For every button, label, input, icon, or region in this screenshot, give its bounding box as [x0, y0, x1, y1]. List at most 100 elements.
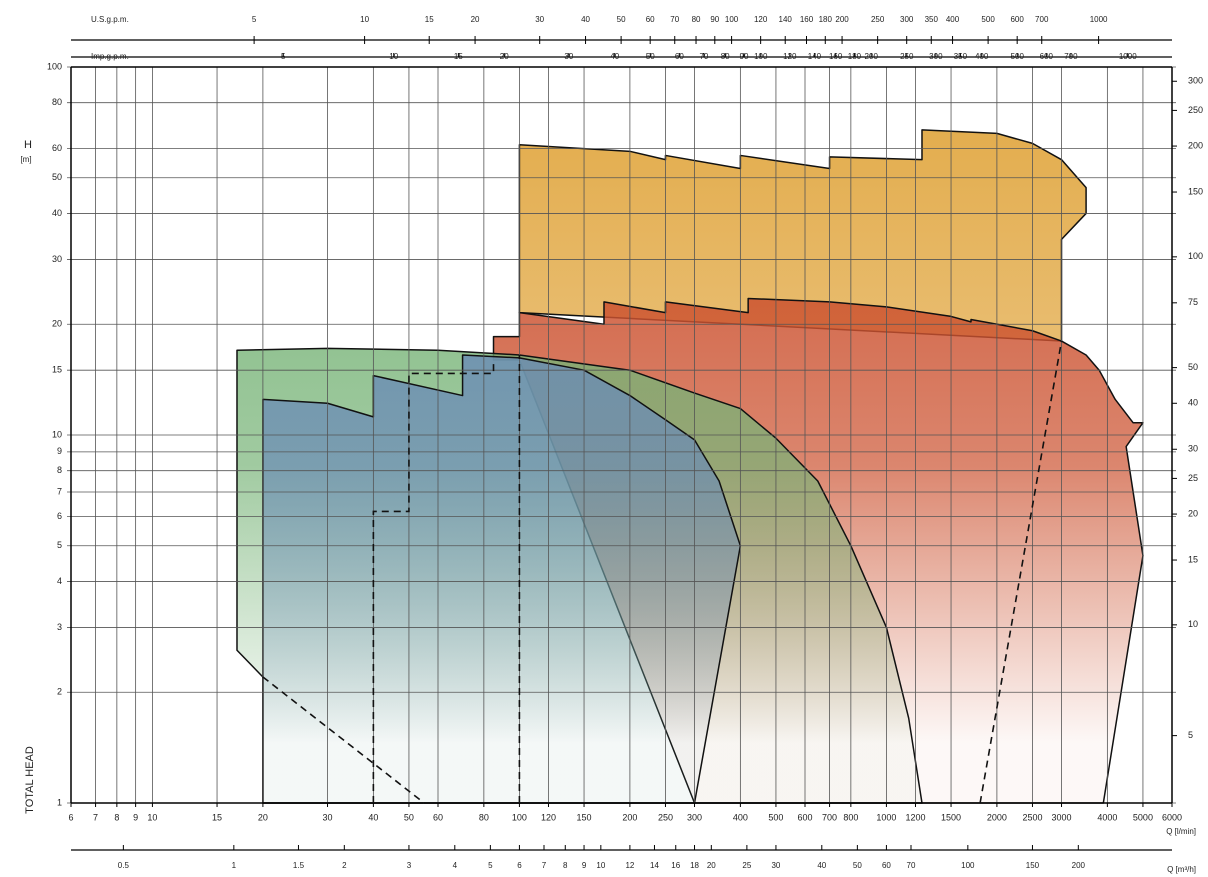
- x-tick-label: 2500: [1022, 812, 1042, 822]
- x-tick-label: 6: [68, 812, 73, 822]
- extra-axis-tick-label: 10: [596, 861, 605, 870]
- extra-axis-tick-label: 500: [1011, 52, 1025, 61]
- extra-axis-tick-label: 40: [581, 15, 590, 24]
- x-tick-label: 600: [797, 812, 812, 822]
- y-tick-label: 40: [52, 208, 62, 218]
- y-tick-label: 30: [52, 254, 62, 264]
- extra-axis-label: Q [m³/h]: [1167, 865, 1196, 874]
- y-tick-label: 2: [57, 687, 62, 697]
- extra-axis-tick-label: 5: [281, 52, 286, 61]
- extra-axis-tick-label: 3: [407, 861, 412, 870]
- dashed-limit: [979, 340, 1063, 804]
- extra-axis-tick-label: 70: [699, 52, 708, 61]
- extra-axis-tick-label: 90: [740, 52, 749, 61]
- extra-axis-tick-label: 180: [819, 15, 833, 24]
- y-tick-label: 80: [52, 97, 62, 107]
- extra-axis-tick-label: 600: [1010, 15, 1024, 24]
- extra-axis-tick-label: 200: [835, 15, 849, 24]
- y2-tick-label: 200: [1188, 140, 1203, 150]
- extra-axis-tick-label: 120: [754, 15, 768, 24]
- extra-axis-tick-label: 8: [563, 861, 568, 870]
- y-tick-label: 1: [57, 797, 62, 807]
- x-tick-label: 3000: [1052, 812, 1072, 822]
- extra-axis-tick-label: 0.5: [118, 861, 130, 870]
- extra-axis-tick-label: 1000: [1090, 15, 1108, 24]
- extra-axis-tick-label: 700: [1064, 52, 1078, 61]
- x-tick-label: 500: [768, 812, 783, 822]
- extra-axis-tick-label: 6: [517, 861, 522, 870]
- extra-axis-tick-label: 140: [779, 15, 793, 24]
- x-tick-label: 1200: [905, 812, 925, 822]
- y2-tick-label: 100: [1188, 251, 1203, 261]
- extra-axis-tick-label: 50: [617, 15, 626, 24]
- y2-tick-label: 40: [1188, 398, 1198, 408]
- x-tick-label: 7: [93, 812, 98, 822]
- extra-axis-tick-label: 30: [564, 52, 573, 61]
- x-tick-label: 50: [404, 812, 414, 822]
- extra-axis-tick-label: 350: [925, 15, 939, 24]
- y2-tick-label: 50: [1188, 362, 1198, 372]
- x-tick-label: 30: [323, 812, 333, 822]
- x-tick-label: 8: [114, 812, 119, 822]
- extra-axis-tick-label: 150: [1026, 861, 1040, 870]
- extra-axis-tick-label: 100: [961, 861, 975, 870]
- extra-axis-tick-label: 1000: [1119, 52, 1137, 61]
- extra-axis-tick-label: 2: [342, 861, 347, 870]
- extra-axis-tick-label: 10: [360, 15, 369, 24]
- extra-axis-tick-label: 20: [707, 861, 716, 870]
- y2-tick-label: 25: [1188, 473, 1198, 483]
- x-tick-label: 60: [433, 812, 443, 822]
- y2-tick-label: 5: [1188, 730, 1193, 740]
- dashed-limit: [262, 676, 425, 804]
- y-tick-label: 60: [52, 143, 62, 153]
- extra-axis-label: U.S.g.p.m.: [91, 15, 129, 24]
- extra-axis-tick-label: 10: [389, 52, 398, 61]
- extra-axis-tick-label: 400: [946, 15, 960, 24]
- extra-axis-tick-label: 700: [1035, 15, 1049, 24]
- extra-axis-tick-label: 250: [871, 15, 885, 24]
- y-tick-label: 4: [57, 576, 62, 586]
- x-tick-label: 20: [258, 812, 268, 822]
- extra-axis-tick-label: 300: [900, 15, 914, 24]
- x-tick-label: 200: [622, 812, 637, 822]
- y2-tick-label: 20: [1188, 508, 1198, 518]
- extra-axis-tick-label: 60: [882, 861, 891, 870]
- y-tick-label: 6: [57, 511, 62, 521]
- y-label: H: [24, 139, 32, 151]
- extra-axis-tick-label: 80: [692, 15, 701, 24]
- y2-tick-label: 30: [1188, 444, 1198, 454]
- x-label: Q [l/min]: [1166, 827, 1196, 836]
- extra-axis-label: Imp.g.p.m.: [91, 52, 129, 61]
- extra-axis-tick-label: 1.5: [293, 861, 305, 870]
- pump-range-area: [262, 354, 742, 804]
- extra-axis-tick-label: 400: [975, 52, 989, 61]
- extra-axis-tick-label: 50: [853, 861, 862, 870]
- extra-axis-tick-label: 180: [848, 52, 862, 61]
- extra-axis-tick-label: 200: [1072, 861, 1086, 870]
- x-tick-label: 250: [658, 812, 673, 822]
- x-tick-label: 40: [368, 812, 378, 822]
- x-tick-label: 2000: [987, 812, 1007, 822]
- y2-tick-label: 150: [1188, 186, 1203, 196]
- extra-axis-tick-label: 160: [829, 52, 843, 61]
- extra-axis-tick-label: 15: [454, 52, 463, 61]
- extra-axis-tick-label: 80: [721, 52, 730, 61]
- y2-tick-label: 10: [1188, 619, 1198, 629]
- extra-axis-tick-label: 9: [582, 861, 587, 870]
- extra-axis-tick-label: 30: [535, 15, 544, 24]
- extra-axis-tick-label: 15: [425, 15, 434, 24]
- extra-axis-tick-label: 160: [800, 15, 814, 24]
- extra-axis-tick-label: 12: [625, 861, 634, 870]
- extra-axis-tick-label: 16: [671, 861, 680, 870]
- extra-axis-tick-label: 300: [929, 52, 943, 61]
- y2-tick-label: 250: [1188, 105, 1203, 115]
- x-tick-label: 1000: [876, 812, 896, 822]
- x-tick-label: 6000: [1162, 812, 1182, 822]
- extra-axis-tick-label: 14: [650, 861, 659, 870]
- extra-axis-tick-label: 350: [954, 52, 968, 61]
- extra-axis-tick-label: 120: [783, 52, 797, 61]
- y-tick-label: 100: [47, 61, 62, 71]
- y2-tick-label: 300: [1188, 76, 1203, 86]
- y2-tick-label: 15: [1188, 554, 1198, 564]
